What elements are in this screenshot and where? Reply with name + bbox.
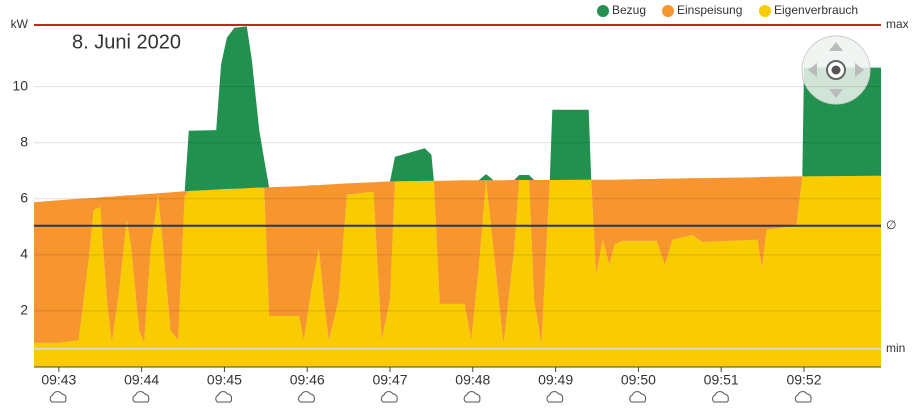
x-tick-label: 09:51 bbox=[704, 372, 739, 388]
legend-marker bbox=[597, 5, 609, 17]
reference-label: max bbox=[886, 17, 909, 31]
nav-up[interactable] bbox=[829, 42, 843, 51]
nav-right[interactable] bbox=[855, 63, 864, 77]
legend-label: Bezug bbox=[612, 3, 646, 17]
navigation-control[interactable] bbox=[801, 35, 871, 105]
weather-icon bbox=[712, 391, 729, 403]
y-tick-label: 10 bbox=[12, 77, 28, 93]
nav-left[interactable] bbox=[808, 63, 817, 77]
y-tick-label: 8 bbox=[20, 133, 28, 149]
weather-icon bbox=[463, 391, 481, 403]
weather-icon bbox=[629, 391, 647, 403]
legend-marker bbox=[759, 5, 771, 17]
x-tick-label: 09:49 bbox=[538, 372, 573, 388]
legend-item[interactable]: Bezug bbox=[597, 3, 646, 17]
x-tick-label: 09:47 bbox=[372, 372, 407, 388]
legend-item[interactable]: Einspeisung bbox=[662, 3, 742, 17]
legend-label: Einspeisung bbox=[677, 3, 742, 17]
nav-down[interactable] bbox=[829, 89, 843, 98]
reference-label: min bbox=[886, 341, 905, 355]
y-tick-label: 4 bbox=[20, 246, 28, 262]
weather-icon bbox=[132, 391, 150, 403]
x-tick-label: 09:43 bbox=[41, 372, 76, 388]
y-unit: kW bbox=[11, 17, 29, 31]
x-tick-label: 09:45 bbox=[207, 372, 242, 388]
legend-item[interactable]: Eigenverbrauch bbox=[759, 3, 858, 17]
weather-icon bbox=[298, 391, 315, 403]
chart-subtitle: 8. Juni 2020 bbox=[72, 31, 181, 53]
x-tick-label: 09:50 bbox=[621, 372, 656, 388]
x-tick-label: 09:46 bbox=[290, 372, 325, 388]
x-tick-label: 09:44 bbox=[124, 372, 159, 388]
weather-icon bbox=[794, 391, 812, 403]
plot-area bbox=[34, 26, 881, 367]
legend-marker bbox=[662, 5, 674, 17]
weather-icon bbox=[215, 391, 233, 403]
weather-icon bbox=[49, 391, 67, 403]
y-tick-label: 6 bbox=[20, 190, 28, 206]
weather-icon bbox=[380, 391, 398, 403]
y-tick-label: 2 bbox=[20, 302, 28, 318]
x-tick-label: 09:48 bbox=[455, 372, 490, 388]
area-1 bbox=[34, 175, 881, 345]
area-0 bbox=[34, 175, 881, 367]
x-tick-label: 09:52 bbox=[786, 372, 821, 388]
reference-label: ∅ bbox=[886, 218, 896, 232]
legend-label: Eigenverbrauch bbox=[774, 3, 858, 17]
nav-center-dot bbox=[831, 65, 841, 75]
area-2 bbox=[34, 26, 881, 203]
weather-icon bbox=[546, 391, 564, 403]
